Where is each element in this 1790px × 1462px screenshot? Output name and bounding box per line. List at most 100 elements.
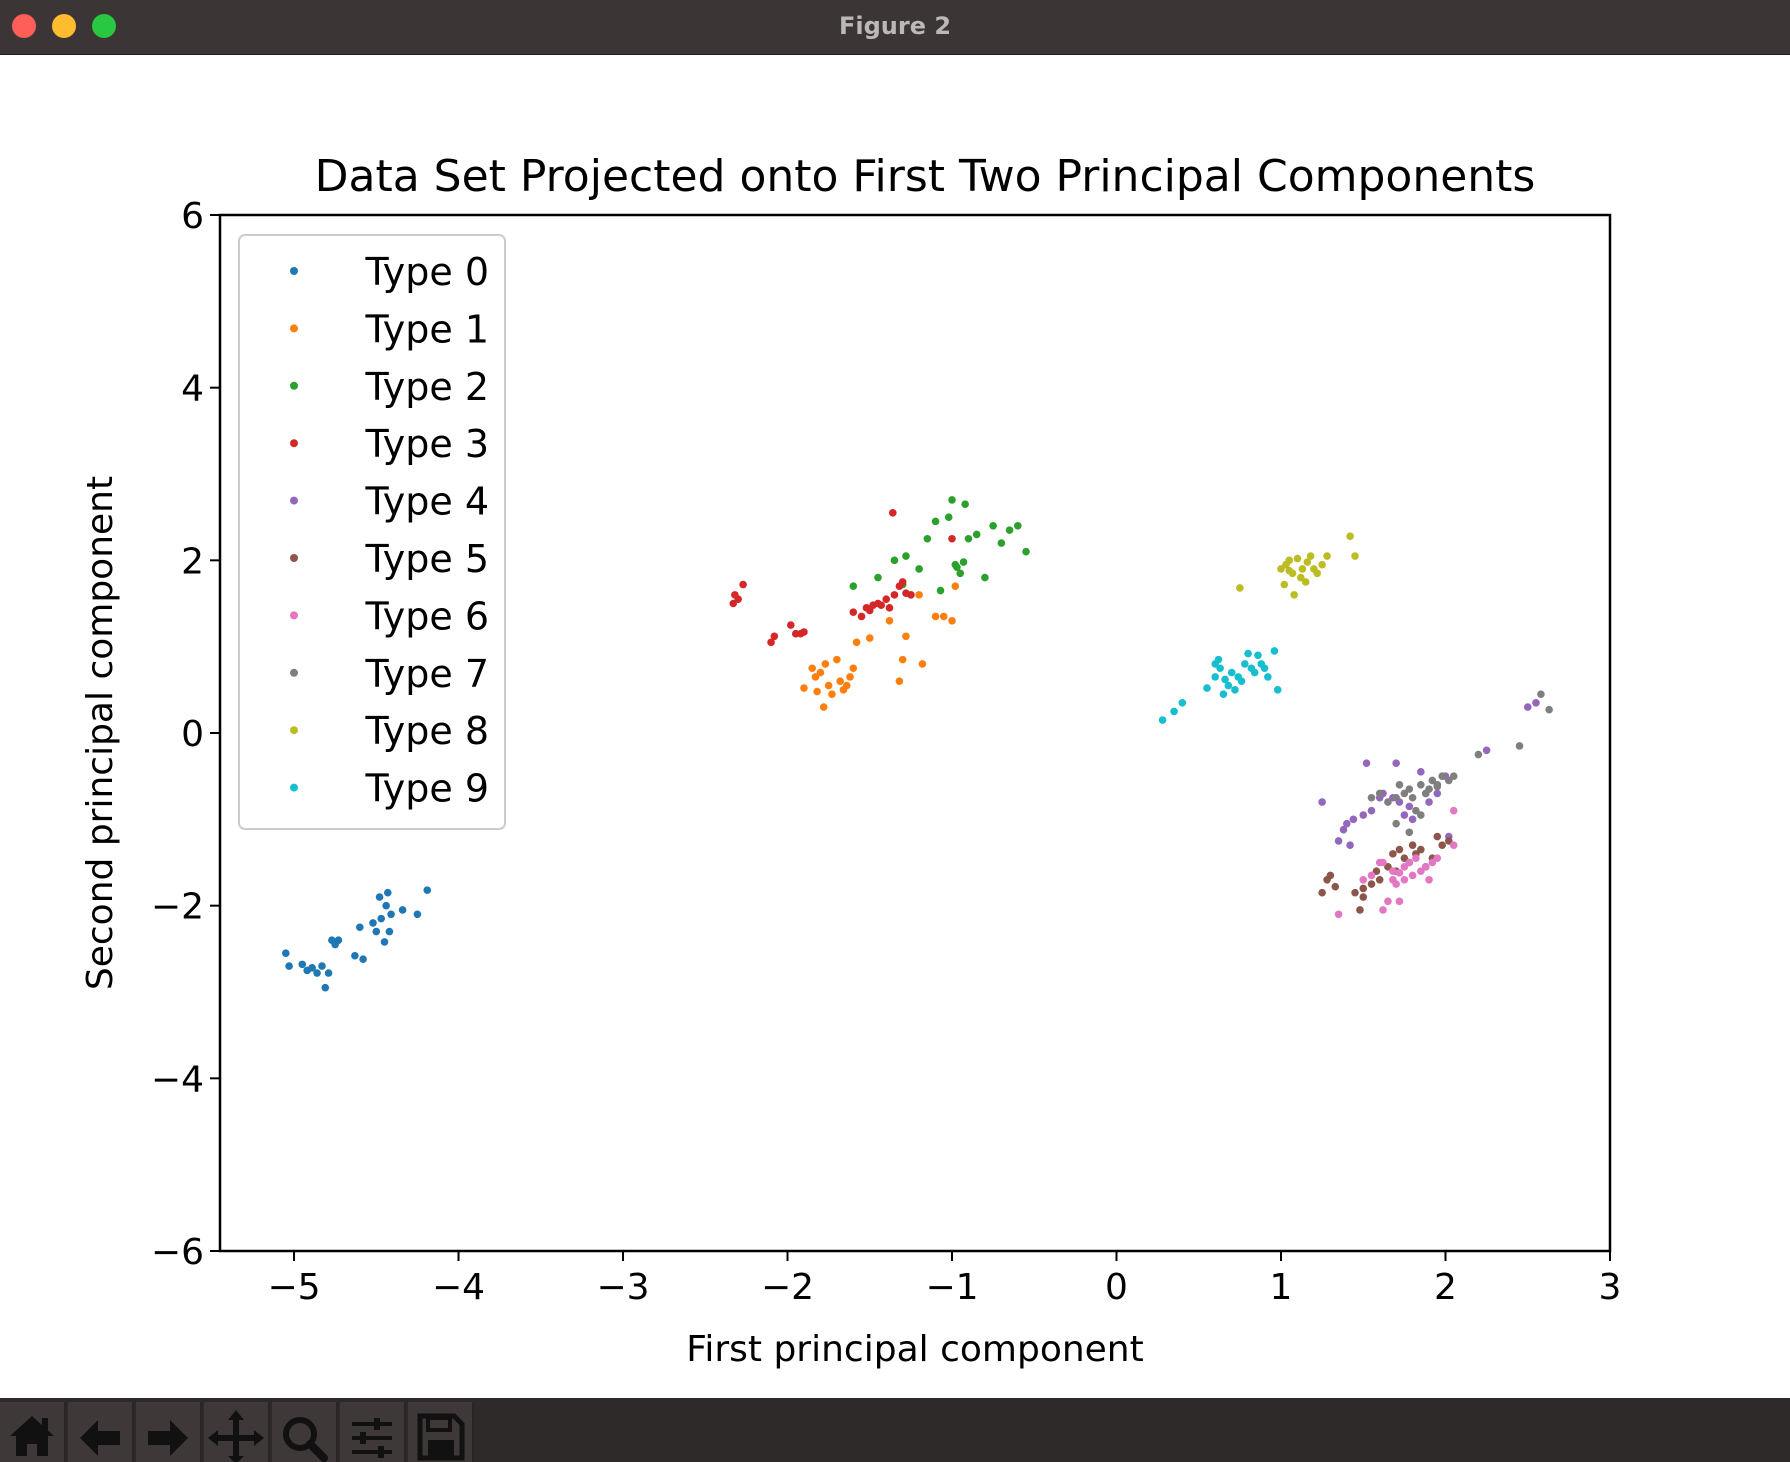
- subplots-button[interactable]: [340, 1402, 406, 1462]
- legend-box: [238, 234, 506, 830]
- point-type-3-3: [739, 580, 747, 589]
- x-tick-label-4: −1: [925, 1267, 978, 1308]
- point-type-6-11: [1408, 871, 1417, 880]
- point-type-9-3: [1203, 684, 1211, 692]
- point-type-4-7: [1367, 806, 1376, 815]
- point-type-1-21: [915, 591, 923, 599]
- point-type-4-19: [1433, 789, 1442, 798]
- point-type-8-19: [1285, 566, 1294, 575]
- point-type-6-17: [1433, 854, 1442, 862]
- point-type-1-2: [811, 673, 820, 681]
- point-type-3-18: [885, 604, 894, 612]
- pan-icon: [208, 1410, 264, 1462]
- point-type-7-8: [1412, 806, 1420, 815]
- point-type-8-17: [1346, 532, 1354, 540]
- y-tick-label-6: 6: [181, 196, 204, 237]
- close-window-button[interactable]: [12, 14, 36, 38]
- point-type-7-7: [1408, 793, 1417, 802]
- point-type-9-0: [1158, 716, 1167, 724]
- point-type-9-11: [1231, 686, 1239, 694]
- pan-button[interactable]: [204, 1402, 270, 1462]
- point-type-8-8: [1296, 573, 1305, 582]
- y-tick-label-2: −2: [151, 887, 204, 928]
- point-type-7-22: [1405, 828, 1414, 837]
- point-type-7-3: [1392, 793, 1400, 802]
- point-type-0-5: [313, 969, 321, 977]
- point-type-2-9: [948, 496, 956, 504]
- point-type-5-17: [1417, 845, 1425, 854]
- legend-marker-0: [290, 267, 298, 275]
- point-type-3-5: [770, 632, 779, 641]
- legend-marker-2: [290, 381, 298, 390]
- point-type-0-23: [387, 910, 395, 919]
- save-button[interactable]: [408, 1402, 474, 1462]
- point-type-7-15: [1444, 776, 1453, 785]
- point-type-4-14: [1405, 802, 1414, 811]
- point-type-6-5: [1384, 897, 1392, 906]
- point-type-7-20: [1545, 705, 1553, 714]
- point-type-5-8: [1372, 867, 1381, 875]
- point-type-8-12: [1306, 552, 1315, 560]
- minimize-window-button[interactable]: [52, 14, 76, 38]
- maximize-window-button[interactable]: [92, 14, 116, 38]
- point-type-6-13: [1417, 867, 1425, 875]
- point-type-8-7: [1293, 554, 1302, 563]
- y-tick-label-4: 2: [181, 541, 204, 582]
- point-type-9-14: [1241, 660, 1249, 668]
- point-type-3-9: [800, 628, 808, 636]
- forward-arrow-icon: [148, 1420, 188, 1456]
- y-tick-label-1: −4: [151, 1059, 204, 1100]
- point-type-4-23: [1523, 703, 1532, 711]
- figure-toolbar: [0, 1398, 1790, 1462]
- point-type-3-4: [767, 638, 775, 647]
- point-type-3-0: [729, 599, 738, 608]
- forward-button[interactable]: [136, 1402, 202, 1462]
- point-type-6-12: [1412, 854, 1420, 862]
- point-type-4-13: [1400, 811, 1409, 819]
- point-type-0-4: [308, 964, 316, 972]
- back-button[interactable]: [68, 1402, 134, 1462]
- point-type-7-11: [1425, 785, 1433, 793]
- point-type-7-0: [1367, 793, 1376, 802]
- point-type-0-0: [281, 949, 290, 957]
- point-type-1-22: [918, 660, 927, 668]
- legend-label-7: Type 7: [364, 652, 489, 696]
- point-type-2-23: [890, 556, 899, 565]
- point-type-7-17: [1474, 750, 1483, 759]
- point-type-0-13: [356, 923, 364, 932]
- point-type-8-14: [1313, 569, 1321, 578]
- x-tick-label-2: −3: [596, 1267, 649, 1308]
- point-type-6-18: [1400, 863, 1409, 871]
- point-type-6-19: [1395, 897, 1404, 906]
- point-type-2-19: [1005, 526, 1014, 534]
- title-bar: Figure 2: [0, 0, 1790, 55]
- point-type-1-15: [852, 638, 861, 647]
- home-icon: [10, 1416, 54, 1456]
- point-type-8-16: [1323, 552, 1331, 560]
- point-type-0-17: [375, 893, 384, 901]
- point-type-0-6: [318, 962, 326, 970]
- point-type-4-2: [1343, 819, 1351, 828]
- point-type-8-4: [1285, 556, 1294, 565]
- point-type-9-17: [1250, 668, 1259, 677]
- legend-label-8: Type 8: [364, 709, 489, 753]
- point-type-9-24: [1211, 660, 1220, 668]
- point-type-1-24: [939, 612, 948, 621]
- point-type-3-16: [877, 601, 886, 610]
- subplots-settings-icon: [352, 1418, 392, 1458]
- point-type-2-17: [989, 522, 997, 530]
- window-title: Figure 2: [838, 12, 952, 40]
- zoom-button[interactable]: [272, 1402, 338, 1462]
- point-type-5-12: [1395, 845, 1404, 854]
- point-type-3-11: [857, 612, 866, 621]
- point-type-2-14: [964, 534, 973, 543]
- point-type-5-20: [1433, 832, 1442, 841]
- point-type-7-1: [1375, 789, 1384, 798]
- point-type-0-21: [383, 888, 392, 897]
- point-type-1-19: [898, 655, 907, 664]
- home-button[interactable]: [0, 1402, 66, 1462]
- point-type-0-24: [398, 906, 407, 914]
- point-type-9-13: [1237, 677, 1246, 685]
- point-type-9-18: [1254, 651, 1262, 660]
- x-axis-label: First principal component: [686, 1329, 1144, 1370]
